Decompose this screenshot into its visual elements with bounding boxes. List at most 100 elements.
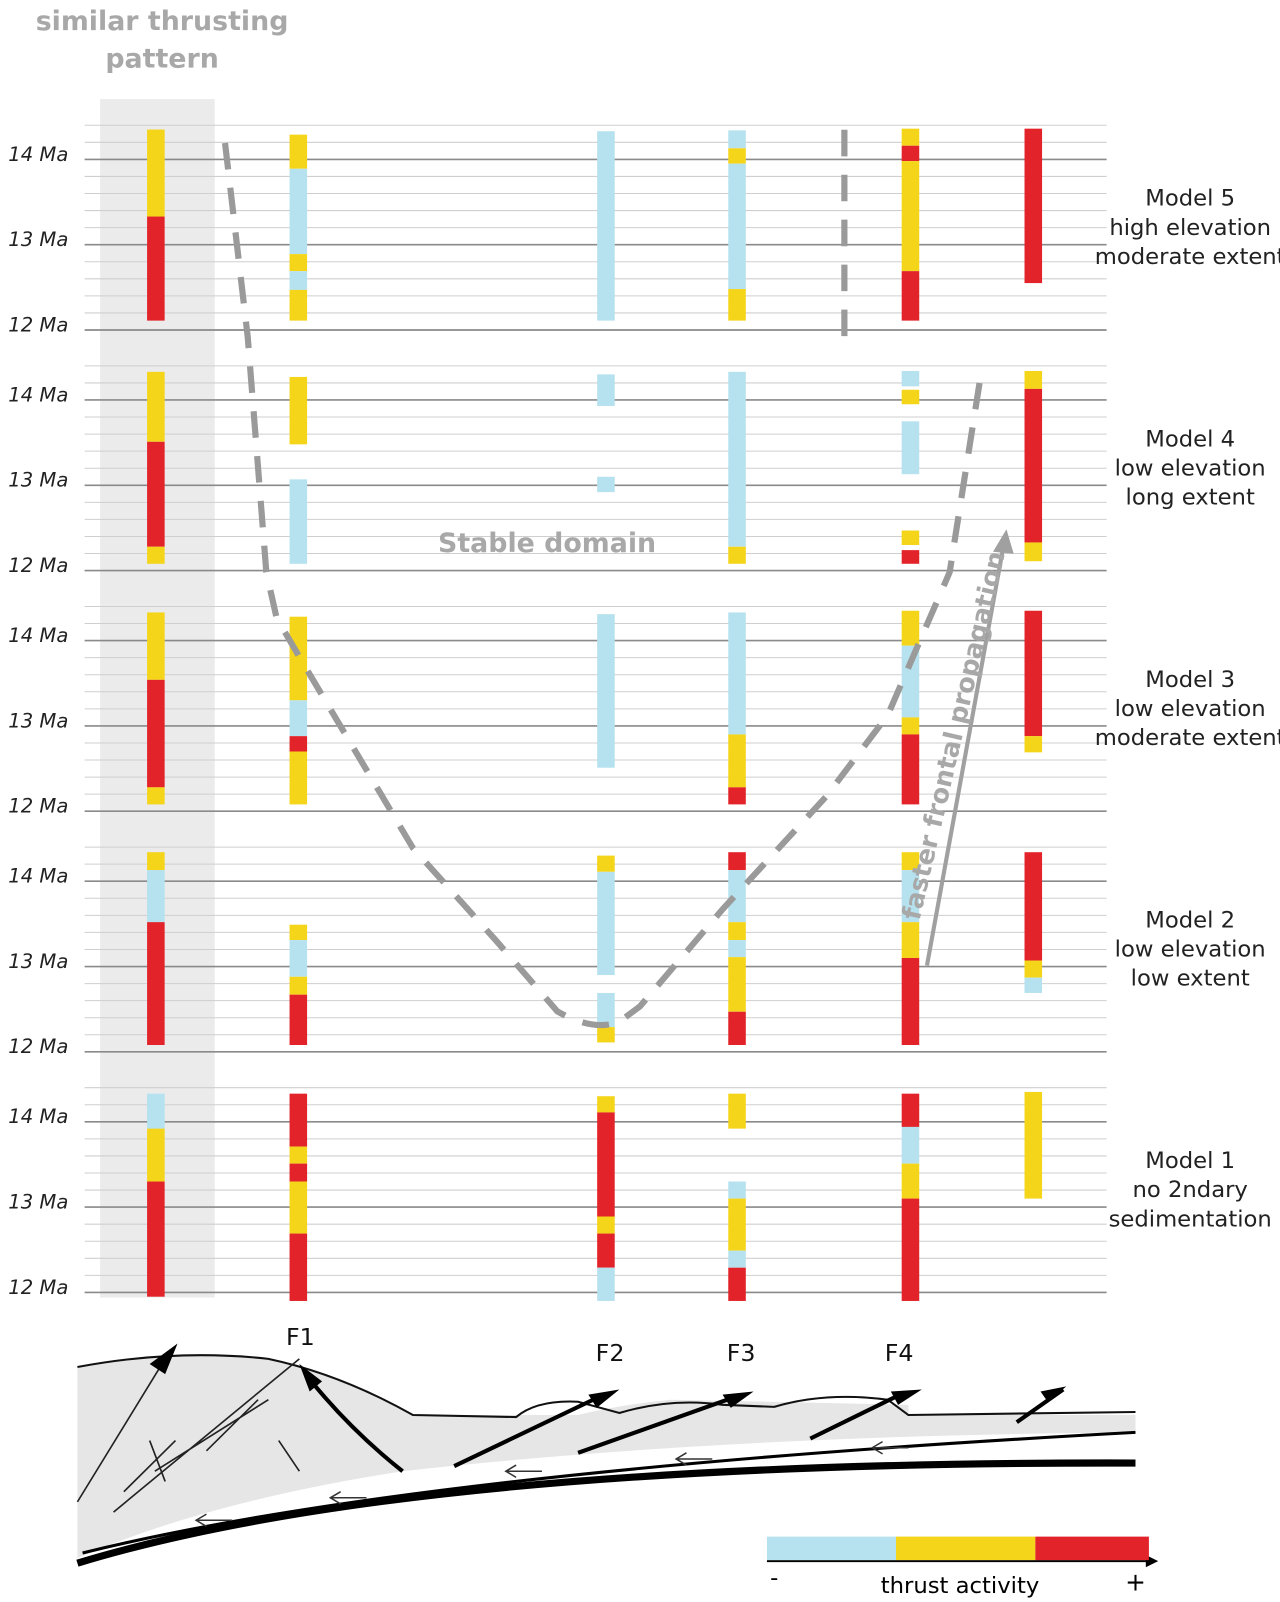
fault-label: F2 — [596, 1339, 625, 1367]
fault-label: F4 — [885, 1339, 914, 1367]
header-line: similar thrusting — [36, 6, 289, 37]
activity-segment — [289, 616, 308, 701]
time-label: 13 Ma — [8, 469, 68, 492]
thrust-f3 — [577, 1395, 734, 1455]
activity-segment — [147, 787, 165, 805]
activity-segment — [289, 994, 308, 1045]
fault-label: F3 — [727, 1339, 756, 1367]
model-label: high elevation — [1109, 215, 1271, 241]
activity-segment — [728, 1093, 746, 1129]
activity-segment — [901, 1198, 920, 1301]
legend-title: thrust activity — [881, 1573, 1040, 1599]
activity-segment — [597, 1096, 615, 1113]
panels: 14 Ma 13 Ma 12 Ma Model 5 high elevation mode… — [8, 124, 1280, 1301]
time-label: 13 Ma — [8, 950, 68, 973]
activity-segment — [901, 389, 920, 405]
activity-segment — [728, 371, 746, 547]
propagation-dashed-line — [221, 142, 984, 1029]
activity-segment — [597, 131, 615, 321]
arrow-head — [299, 1363, 323, 1392]
model-label: Model 3 — [1145, 667, 1235, 693]
activity-segment — [289, 700, 308, 737]
activity-segment — [289, 1233, 308, 1301]
activity-segment — [901, 161, 920, 272]
time-label: 14 Ma — [8, 624, 68, 647]
activity-segment — [147, 1128, 165, 1182]
activity-segment — [147, 371, 165, 442]
model-label: moderate extent — [1095, 244, 1280, 270]
activity-segment — [728, 870, 746, 923]
legend-swatch — [1035, 1536, 1149, 1561]
detachment — [82, 1430, 1136, 1555]
activity-segment — [728, 852, 746, 871]
activity-segment — [901, 645, 920, 718]
basal-decollement — [76, 1459, 1136, 1567]
activity-segment — [1024, 370, 1043, 389]
time-label: 14 Ma — [8, 865, 68, 888]
activity-segment — [901, 717, 920, 735]
activity-segment — [1024, 960, 1043, 978]
time-label: 14 Ma — [8, 143, 68, 166]
activity-segment — [728, 957, 746, 1012]
activity-segment — [728, 148, 746, 164]
model-label: low elevation — [1115, 696, 1266, 722]
arrow-head — [588, 1389, 620, 1408]
time-label: 12 Ma — [8, 1035, 68, 1058]
time-label: 13 Ma — [8, 709, 68, 732]
time-label: 13 Ma — [8, 228, 68, 251]
activity-segment — [597, 992, 615, 1028]
activity-segment — [728, 1267, 746, 1301]
activity-segment — [597, 476, 615, 493]
activity-segment — [901, 1163, 920, 1199]
flow-arrows — [194, 1440, 909, 1528]
arrow-head — [722, 1391, 754, 1408]
activity-segment — [289, 751, 308, 805]
activity-segment — [147, 1093, 165, 1129]
activity-segment — [901, 370, 920, 387]
activity-segment — [289, 289, 308, 321]
activity-segment — [147, 546, 165, 564]
model-label: Model 5 — [1145, 186, 1235, 212]
legend-high: + — [1125, 1568, 1146, 1597]
time-label: 14 Ma — [8, 383, 68, 406]
activity-segment — [597, 1112, 615, 1217]
activity-segment — [901, 734, 920, 805]
activity-segment — [901, 852, 920, 871]
activity-segment — [147, 922, 165, 1045]
time-label: 13 Ma — [8, 1191, 68, 1214]
activity-segment — [728, 546, 746, 564]
activity-segment — [901, 128, 920, 146]
activity-segment — [289, 479, 308, 564]
fault-label: F1 — [286, 1323, 315, 1351]
activity-segment — [597, 1216, 615, 1234]
activity-segment — [147, 679, 165, 788]
model-label: low elevation — [1115, 456, 1266, 482]
activity-segment — [289, 271, 308, 290]
activity-segment — [1024, 736, 1043, 753]
model-label: long extent — [1126, 485, 1255, 511]
activity-segment — [728, 1011, 746, 1045]
activity-segment — [728, 289, 746, 321]
activity-segment — [728, 1250, 746, 1268]
legend-swatch — [766, 1536, 896, 1561]
activity-segment — [901, 610, 920, 646]
time-label: 14 Ma — [8, 1105, 68, 1128]
legend-swatch — [896, 1536, 1036, 1561]
model-label: Model 4 — [1145, 426, 1235, 452]
activity-segment — [728, 1181, 746, 1199]
activity-segment — [597, 374, 615, 406]
thrust-f2 — [453, 1392, 605, 1468]
activity-segment — [901, 870, 920, 923]
activity-segment — [1024, 542, 1043, 562]
activity-segment — [289, 976, 308, 995]
arrow-head — [149, 1343, 178, 1375]
propagation-arrow — [924, 546, 1006, 966]
activity-segment — [597, 1233, 615, 1268]
activity-segment — [728, 734, 746, 788]
internal-faults — [76, 1358, 301, 1513]
activity-segment — [289, 134, 308, 169]
activity-segment — [1024, 1091, 1043, 1199]
activity-segment — [901, 550, 920, 564]
arrow-head — [993, 529, 1014, 554]
